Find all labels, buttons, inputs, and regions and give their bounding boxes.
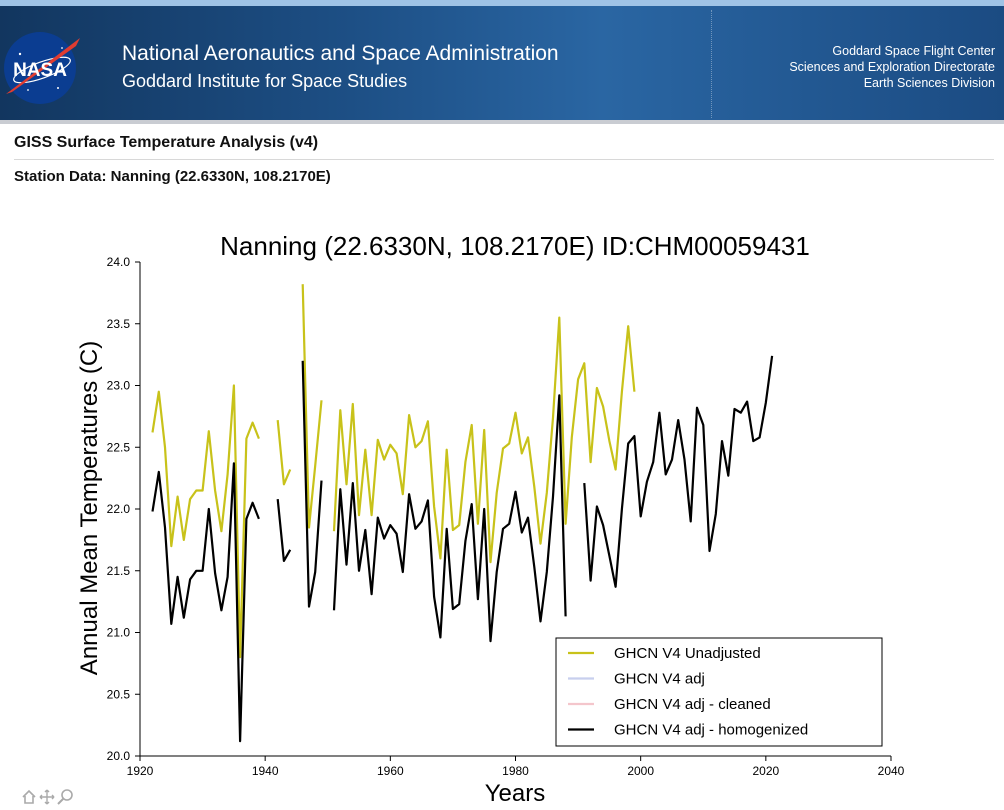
page-title: GISS Surface Temperature Analysis (v4) <box>14 134 319 151</box>
legend-box <box>555 637 883 747</box>
x-tick-label: 1920 <box>127 764 154 778</box>
x-axis-label: Years <box>485 780 546 807</box>
y-tick-label: 21.5 <box>107 564 131 578</box>
y-axis-label: Annual Mean Temperatures (C) <box>76 341 103 675</box>
org-name: National Aeronautics and Space Administr… <box>122 42 559 65</box>
division-name: Earth Sciences Division <box>863 76 995 90</box>
legend-label: GHCN V4 adj - cleaned <box>614 696 771 713</box>
x-tick-label: 1960 <box>377 764 404 778</box>
x-tick-label: 1940 <box>252 764 279 778</box>
pan-icon[interactable] <box>39 789 55 805</box>
institute-name: Goddard Institute for Space Studies <box>122 71 408 91</box>
nasa-logo[interactable]: NASA <box>2 28 82 108</box>
legend-label: GHCN V4 Unadjusted <box>614 645 761 662</box>
x-tick-label: 2020 <box>752 764 779 778</box>
title-divider <box>14 159 994 160</box>
x-tick-label: 2040 <box>878 764 905 778</box>
chart-legend: GHCN V4 Unadjusted GHCN V4 adj GHCN V4 adj… <box>555 637 883 747</box>
plot-toolbar <box>22 789 73 805</box>
temperature-chart: Nanning (22.6330N, 108.2170E) ID:CHM0005… <box>76 231 905 807</box>
header-banner: NASA National Aeronautics and Space Admi… <box>0 0 1004 124</box>
x-tick-label: 2000 <box>627 764 654 778</box>
series-layer <box>151 284 774 743</box>
y-tick-label: 23.0 <box>107 379 131 393</box>
y-tick-label: 23.5 <box>107 317 131 331</box>
chart-axes: 20.0 20.5 21.0 21.5 22.0 22.5 23.0 23.5 24.0 1920… <box>107 255 905 778</box>
y-tick-label: 20.5 <box>107 687 131 701</box>
y-tick-label: 24.0 <box>107 255 131 269</box>
directorate-name: Sciences and Exploration Directorate <box>789 60 995 74</box>
y-tick-label: 22.0 <box>107 502 131 516</box>
home-icon[interactable] <box>22 789 36 804</box>
station-label: Station Data: Nanning (22.6330N, 108.217… <box>14 168 331 185</box>
chart-title: Nanning (22.6330N, 108.2170E) ID:CHM0005… <box>220 231 810 261</box>
x-tick-label: 1980 <box>502 764 529 778</box>
zoom-icon[interactable] <box>57 789 73 805</box>
series-line-3 <box>151 355 774 743</box>
legend-label: GHCN V4 adj <box>614 671 705 688</box>
banner-divider <box>711 10 713 118</box>
legend-label: GHCN V4 adj - homogenized <box>614 722 808 739</box>
svg-text:NASA: NASA <box>13 60 67 81</box>
series-line-0 <box>151 284 636 659</box>
y-tick-label: 21.0 <box>107 626 131 640</box>
center-name: Goddard Space Flight Center <box>832 44 995 58</box>
y-tick-label: 20.0 <box>107 749 131 763</box>
y-tick-label: 22.5 <box>107 440 131 454</box>
